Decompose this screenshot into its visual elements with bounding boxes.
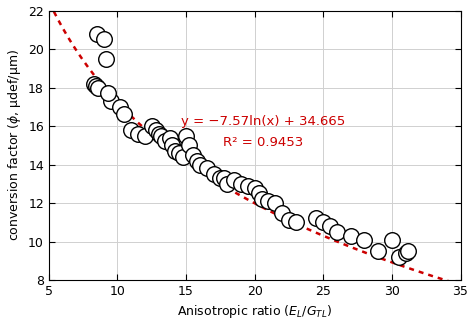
Point <box>182 133 190 138</box>
Point <box>237 181 245 186</box>
Point <box>327 224 334 229</box>
Point <box>217 175 224 181</box>
Point <box>313 216 320 221</box>
Point <box>388 237 396 242</box>
Point <box>193 158 201 163</box>
Point <box>128 127 135 132</box>
Point <box>162 139 169 144</box>
Point <box>155 131 163 136</box>
Point <box>292 220 300 225</box>
Point <box>223 181 231 186</box>
Point <box>347 233 355 238</box>
Point <box>148 124 155 129</box>
Point <box>91 83 99 88</box>
Point <box>103 56 110 61</box>
Point <box>251 185 258 190</box>
Point <box>374 248 382 254</box>
Point <box>278 210 286 215</box>
Point <box>285 218 293 223</box>
Point <box>189 152 197 157</box>
Point <box>221 175 228 181</box>
Point <box>272 200 279 206</box>
Point <box>94 85 102 90</box>
Point <box>264 199 272 204</box>
Point <box>91 81 98 86</box>
Point <box>180 154 187 159</box>
Point <box>166 135 173 140</box>
Point <box>361 237 368 242</box>
Point <box>117 104 124 110</box>
Point <box>255 191 263 196</box>
Point <box>244 183 252 188</box>
Point <box>395 254 402 259</box>
Y-axis label: conversion factor ($\phi$, μdef/μm): conversion factor ($\phi$, μdef/μm) <box>6 49 23 241</box>
Point <box>175 150 183 156</box>
X-axis label: Anisotropic ratio ($E_L/G_{TL}$): Anisotropic ratio ($E_L/G_{TL}$) <box>177 304 332 320</box>
Point <box>405 248 412 254</box>
Point <box>134 131 142 136</box>
Point <box>319 220 327 225</box>
Point <box>157 133 165 138</box>
Point <box>258 197 265 202</box>
Point <box>93 31 100 36</box>
Point <box>104 91 112 96</box>
Point <box>100 37 108 42</box>
Point <box>196 162 203 167</box>
Point <box>107 98 114 104</box>
Point <box>185 143 192 148</box>
Point <box>210 171 217 177</box>
Point <box>171 148 179 154</box>
Text: y = −7.57ln(x) + 34.665
R² = 0.9453: y = −7.57ln(x) + 34.665 R² = 0.9453 <box>181 115 345 149</box>
Point <box>141 133 149 138</box>
Point <box>333 229 341 234</box>
Point <box>120 112 128 117</box>
Point <box>230 177 238 183</box>
Point <box>402 250 410 256</box>
Point <box>152 127 160 132</box>
Point <box>169 143 176 148</box>
Point <box>203 166 210 171</box>
